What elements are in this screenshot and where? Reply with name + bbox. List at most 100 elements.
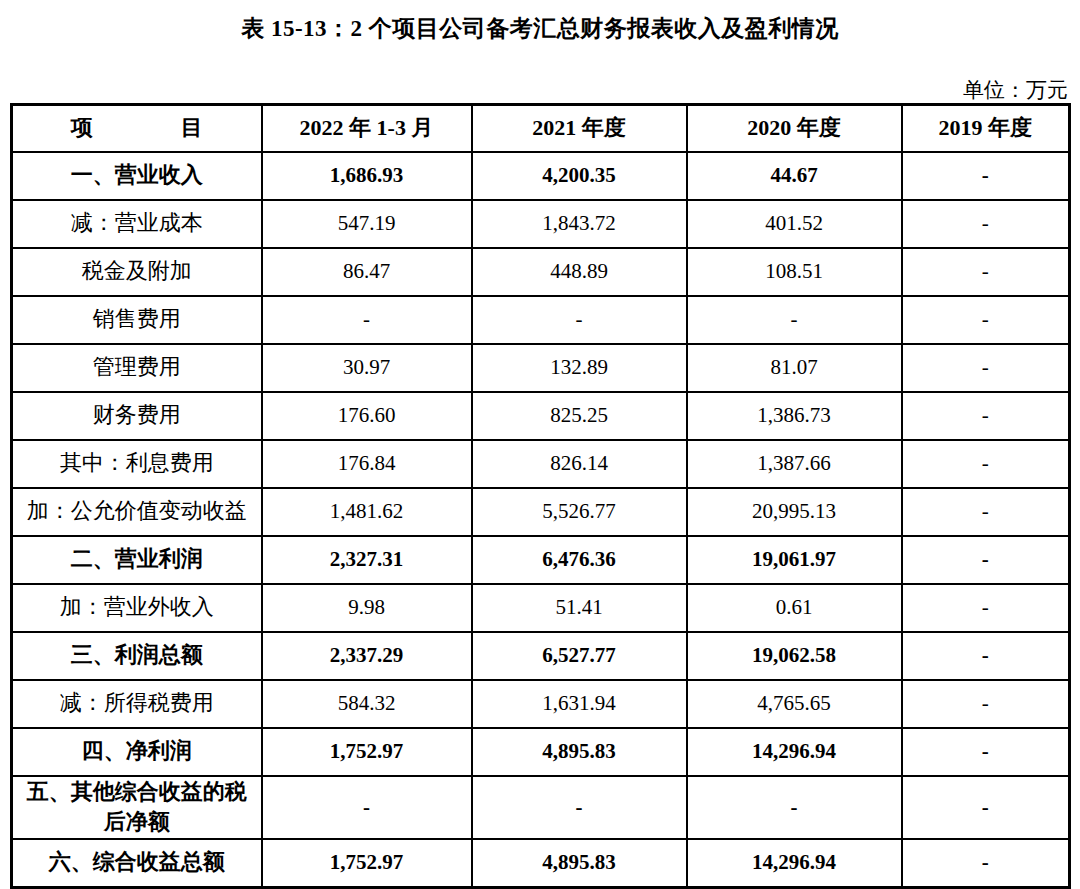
row-label: 加：营业外收入 [12,584,262,632]
row-label: 其中：利息费用 [12,440,262,488]
cell-value: 401.52 [687,200,902,248]
row-label: 加：公允价值变动收益 [12,488,262,536]
cell-value: - [902,344,1070,392]
cell-value: 825.25 [472,392,687,440]
table-row: 管理费用30.97132.8981.07- [12,344,1070,392]
row-label: 三、利润总额 [12,632,262,680]
cell-value: - [902,296,1070,344]
cell-value: 826.14 [472,440,687,488]
cell-value: 30.97 [262,344,472,392]
cell-value: - [687,776,902,840]
cell-value: - [902,632,1070,680]
row-label: 财务费用 [12,392,262,440]
cell-value: 1,752.97 [262,728,472,776]
cell-value: - [902,152,1070,200]
table-row: 加：营业外收入9.9851.410.61- [12,584,1070,632]
row-label: 六、综合收益总额 [12,839,262,887]
row-label: 税金及附加 [12,248,262,296]
cell-value: 4,895.83 [472,839,687,887]
column-header-item: 项 目 [12,105,262,152]
cell-value: - [902,200,1070,248]
column-header-period-3: 2020 年度 [687,105,902,152]
cell-value: 4,895.83 [472,728,687,776]
table-row: 税金及附加86.47448.89108.51- [12,248,1070,296]
cell-value: - [902,488,1070,536]
column-header-period-2: 2021 年度 [472,105,687,152]
cell-value: - [902,839,1070,887]
cell-value: 2,337.29 [262,632,472,680]
table-row: 销售费用---- [12,296,1070,344]
header-row: 项 目2022 年 1-3 月2021 年度2020 年度2019 年度 [12,105,1070,152]
cell-value: 44.67 [687,152,902,200]
cell-value: 86.47 [262,248,472,296]
unit-label: 单位：万元 [963,76,1068,104]
row-label: 减：营业成本 [12,200,262,248]
cell-value: - [902,776,1070,840]
cell-value: - [902,248,1070,296]
cell-value: - [472,296,687,344]
column-header-period-1: 2022 年 1-3 月 [262,105,472,152]
cell-value: 584.32 [262,680,472,728]
cell-value: 547.19 [262,200,472,248]
table-caption: 表 15-13：2 个项目公司备考汇总财务报表收入及盈利情况 [0,13,1080,44]
cell-value: - [902,536,1070,584]
cell-value: 9.98 [262,584,472,632]
cell-value: 1,752.97 [262,839,472,887]
cell-value: 2,327.31 [262,536,472,584]
cell-value: 81.07 [687,344,902,392]
table-row: 减：营业成本547.191,843.72401.52- [12,200,1070,248]
cell-value: 19,062.58 [687,632,902,680]
cell-value: 6,527.77 [472,632,687,680]
financial-table: 项 目2022 年 1-3 月2021 年度2020 年度2019 年度 一、营… [10,103,1071,889]
cell-value: 176.84 [262,440,472,488]
cell-value: - [472,776,687,840]
row-label: 管理费用 [12,344,262,392]
table-row: 二、营业利润2,327.316,476.3619,061.97- [12,536,1070,584]
cell-value: 19,061.97 [687,536,902,584]
row-label: 二、营业利润 [12,536,262,584]
table-row: 加：公允价值变动收益1,481.625,526.7720,995.13- [12,488,1070,536]
cell-value: 1,686.93 [262,152,472,200]
cell-value: 1,481.62 [262,488,472,536]
row-label: 减：所得税费用 [12,680,262,728]
cell-value: - [262,296,472,344]
cell-value: - [902,680,1070,728]
cell-value: 1,387.66 [687,440,902,488]
cell-value: 14,296.94 [687,728,902,776]
cell-value: 4,765.65 [687,680,902,728]
table-row: 三、利润总额2,337.296,527.7719,062.58- [12,632,1070,680]
cell-value: - [902,440,1070,488]
cell-value: 1,386.73 [687,392,902,440]
table-row: 五、其他综合收益的税后净额---- [12,776,1070,840]
document-page: 表 15-13：2 个项目公司备考汇总财务报表收入及盈利情况 单位：万元 项 目… [0,13,1080,44]
cell-value: 448.89 [472,248,687,296]
cell-value: 5,526.77 [472,488,687,536]
cell-value: 0.61 [687,584,902,632]
cell-value: - [902,584,1070,632]
table-row: 其中：利息费用176.84826.141,387.66- [12,440,1070,488]
row-label: 一、营业收入 [12,152,262,200]
cell-value: - [902,392,1070,440]
cell-value: 51.41 [472,584,687,632]
cell-value: 20,995.13 [687,488,902,536]
cell-value: 14,296.94 [687,839,902,887]
cell-value: 1,843.72 [472,200,687,248]
cell-value: 132.89 [472,344,687,392]
cell-value: 108.51 [687,248,902,296]
table-row: 四、净利润1,752.974,895.8314,296.94- [12,728,1070,776]
cell-value: 6,476.36 [472,536,687,584]
row-label: 四、净利润 [12,728,262,776]
cell-value: - [262,776,472,840]
column-header-period-4: 2019 年度 [902,105,1070,152]
table-row: 一、营业收入1,686.934,200.3544.67- [12,152,1070,200]
cell-value: 1,631.94 [472,680,687,728]
cell-value: - [902,728,1070,776]
cell-value: 4,200.35 [472,152,687,200]
cell-value: - [687,296,902,344]
row-label: 五、其他综合收益的税后净额 [12,776,262,840]
cell-value: 176.60 [262,392,472,440]
table-body: 一、营业收入1,686.934,200.3544.67-减：营业成本547.19… [12,152,1070,888]
table-row: 减：所得税费用584.321,631.944,765.65- [12,680,1070,728]
row-label: 销售费用 [12,296,262,344]
table-row: 财务费用176.60825.251,386.73- [12,392,1070,440]
